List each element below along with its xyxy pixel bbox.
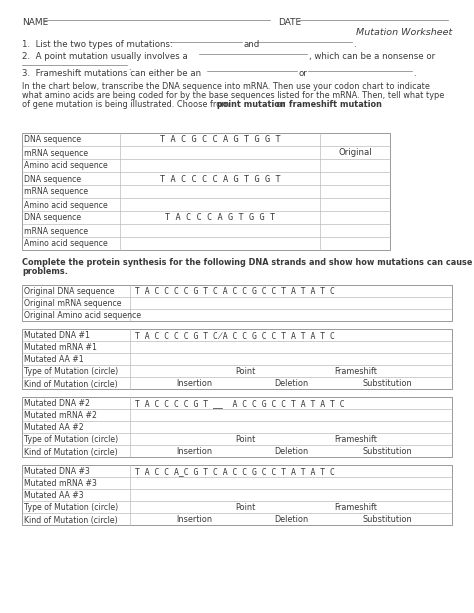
- Text: Substitution: Substitution: [363, 379, 412, 389]
- Text: Kind of Mutation (circle): Kind of Mutation (circle): [24, 379, 118, 389]
- Text: 1.  List the two types of mutations:: 1. List the two types of mutations:: [22, 40, 173, 49]
- Text: Substitution: Substitution: [363, 516, 412, 525]
- Text: T A C C C C G T C A C C G C C T A T A T C: T A C C C C G T C A C C G C C T A T A T …: [135, 287, 335, 297]
- Text: Type of Mutation (circle): Type of Mutation (circle): [24, 368, 118, 376]
- Text: T A C C C A G T G G T: T A C C C A G T G G T: [165, 213, 275, 223]
- Text: T A C C C C A G T G G T: T A C C C C A G T G G T: [160, 175, 281, 183]
- Text: mRNA sequence: mRNA sequence: [24, 148, 88, 158]
- Text: Frameshift: Frameshift: [334, 435, 377, 444]
- Text: DNA sequence: DNA sequence: [24, 175, 81, 183]
- Text: Deletion: Deletion: [274, 379, 308, 389]
- Text: .: .: [413, 69, 416, 78]
- Text: Kind of Mutation (circle): Kind of Mutation (circle): [24, 447, 118, 457]
- Text: DNA sequence: DNA sequence: [24, 213, 81, 223]
- Text: Mutated AA #2: Mutated AA #2: [24, 424, 83, 433]
- Bar: [22, 465, 452, 525]
- Text: , which can be a nonsense or: , which can be a nonsense or: [309, 52, 435, 61]
- Text: DATE: DATE: [278, 18, 301, 27]
- Text: T A C C C C G T C̸A C C G C C T A T A T C: T A C C C C G T C̸A C C G C C T A T A T …: [135, 332, 335, 340]
- Text: .: .: [128, 63, 131, 72]
- Text: Substitution: Substitution: [363, 447, 412, 457]
- Text: Original Amino acid sequence: Original Amino acid sequence: [24, 311, 141, 321]
- Text: 3.  Frameshift mutations can either be an: 3. Frameshift mutations can either be an: [22, 69, 201, 78]
- Text: Deletion: Deletion: [274, 447, 308, 457]
- Text: Mutated DNA #1: Mutated DNA #1: [24, 332, 90, 340]
- Text: NAME: NAME: [22, 18, 48, 27]
- Text: Mutated AA #1: Mutated AA #1: [24, 356, 84, 365]
- Bar: [22, 285, 452, 321]
- Bar: [22, 133, 390, 250]
- Bar: [22, 397, 452, 457]
- Text: Deletion: Deletion: [274, 516, 308, 525]
- Text: Type of Mutation (circle): Type of Mutation (circle): [24, 503, 118, 512]
- Text: Complete the protein synthesis for the following DNA strands and show how mutati: Complete the protein synthesis for the f…: [22, 258, 473, 267]
- Text: Mutated DNA #3: Mutated DNA #3: [24, 468, 90, 476]
- Text: mRNA sequence: mRNA sequence: [24, 226, 88, 235]
- Text: of gene mutation is being illustrated. Choose from: of gene mutation is being illustrated. C…: [22, 100, 232, 109]
- Text: Mutated mRNA #1: Mutated mRNA #1: [24, 343, 97, 352]
- Text: In the chart below, transcribe the DNA sequence into mRNA. Then use your codon c: In the chart below, transcribe the DNA s…: [22, 82, 430, 91]
- Text: Frameshift: Frameshift: [334, 503, 377, 512]
- Text: Mutated mRNA #3: Mutated mRNA #3: [24, 479, 97, 489]
- Text: or: or: [274, 100, 288, 109]
- Text: Mutated mRNA #2: Mutated mRNA #2: [24, 411, 97, 421]
- Text: Original DNA sequence: Original DNA sequence: [24, 287, 115, 297]
- Text: and: and: [244, 40, 260, 49]
- Text: Amino acid sequence: Amino acid sequence: [24, 161, 108, 170]
- Text: Insertion: Insertion: [176, 379, 212, 389]
- Text: 2.  A point mutation usually involves a: 2. A point mutation usually involves a: [22, 52, 188, 61]
- Text: Original mRNA sequence: Original mRNA sequence: [24, 300, 121, 308]
- Text: Insertion: Insertion: [176, 516, 212, 525]
- Text: mRNA sequence: mRNA sequence: [24, 188, 88, 197]
- Text: Kind of Mutation (circle): Kind of Mutation (circle): [24, 516, 118, 525]
- Text: Mutation Worksheet: Mutation Worksheet: [356, 28, 452, 37]
- Text: point mutation: point mutation: [217, 100, 286, 109]
- Text: T A C C A̲C G T C A C C G C C T A T A T C: T A C C A̲C G T C A C C G C C T A T A T …: [135, 468, 335, 476]
- Text: Mutated AA #3: Mutated AA #3: [24, 492, 83, 500]
- Text: DNA sequence: DNA sequence: [24, 135, 81, 145]
- Text: Point: Point: [236, 368, 256, 376]
- Text: Frameshift: Frameshift: [334, 368, 377, 376]
- Text: T A C C C C G T __  A C C G C C T A T A T C: T A C C C C G T __ A C C G C C T A T A T…: [135, 400, 345, 408]
- Text: Original: Original: [338, 148, 372, 157]
- Text: T A C G C C A G T G G T: T A C G C C A G T G G T: [160, 135, 281, 145]
- Text: problems.: problems.: [22, 267, 68, 276]
- Text: Point: Point: [236, 435, 256, 444]
- Text: frameshift mutation: frameshift mutation: [289, 100, 382, 109]
- Text: Amino acid sequence: Amino acid sequence: [24, 200, 108, 210]
- Text: Type of Mutation (circle): Type of Mutation (circle): [24, 435, 118, 444]
- Text: .: .: [362, 100, 365, 109]
- Text: what amino acids are being coded for by the base sequences listed for the mRNA. : what amino acids are being coded for by …: [22, 91, 444, 100]
- Text: Amino acid sequence: Amino acid sequence: [24, 240, 108, 248]
- Bar: [22, 329, 452, 389]
- Text: Mutated DNA #2: Mutated DNA #2: [24, 400, 90, 408]
- Text: .: .: [353, 40, 356, 49]
- Text: Point: Point: [236, 503, 256, 512]
- Text: or: or: [299, 69, 308, 78]
- Text: Insertion: Insertion: [176, 447, 212, 457]
